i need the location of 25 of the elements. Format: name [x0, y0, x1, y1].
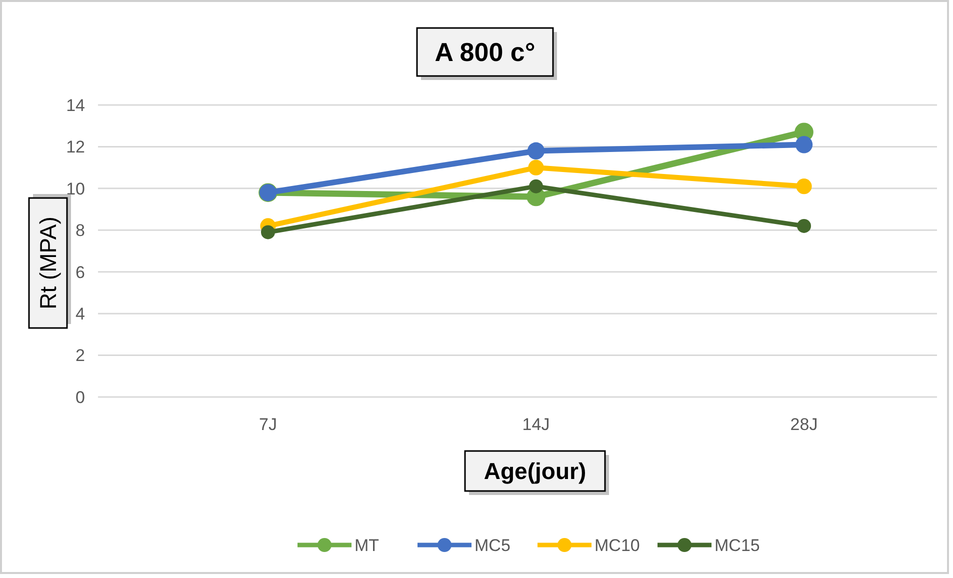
point: [797, 218, 811, 233]
y-tick-label: 10: [66, 179, 85, 198]
y-axis-title: Rt (MPA): [35, 216, 62, 310]
legend-label: MT: [354, 536, 380, 555]
x-axis-title: Age(jour): [484, 458, 586, 484]
point: [528, 160, 544, 176]
x-tick-label: 28J: [790, 415, 818, 434]
x-tick-label: 14J: [522, 415, 550, 434]
x-tick-label: 7J: [259, 415, 277, 434]
legend-label: MC15: [714, 536, 760, 555]
y-tick-label: 14: [66, 96, 85, 115]
y-tick-label: 6: [76, 262, 85, 282]
legend-label: MC10: [594, 536, 640, 555]
point: [795, 136, 813, 154]
y-tick-label: 12: [66, 138, 85, 157]
point: [261, 225, 275, 240]
point: [529, 179, 543, 194]
y-tick-label: 4: [76, 304, 85, 324]
y-tick-label: 2: [76, 346, 85, 366]
chart-title: A 800 c°: [434, 37, 536, 68]
point: [527, 142, 545, 160]
legend-label: MC5: [474, 536, 510, 555]
y-tick-label: 0: [76, 388, 85, 407]
point: [796, 178, 812, 194]
y-tick-label: 8: [76, 221, 85, 240]
